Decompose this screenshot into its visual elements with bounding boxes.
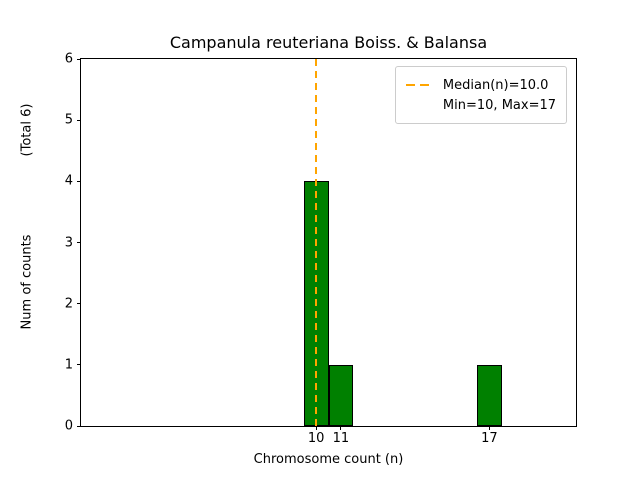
y-tick-label: 3 — [64, 235, 73, 250]
y-tick-label: 1 — [64, 357, 73, 373]
y-tick-label: 4 — [64, 173, 73, 189]
legend: Median(n)=10.0 Min=10, Max=17 — [394, 66, 567, 124]
x-tick-mark — [315, 426, 317, 430]
y-tick-mark — [77, 242, 81, 243]
legend-label-minmax: Min=10, Max=17 — [442, 97, 556, 113]
chart-title: Campanula reuteriana Boiss. & Balansa — [169, 33, 488, 52]
x-tick-mark — [488, 426, 490, 430]
x-tick-mark — [340, 426, 342, 430]
legend-handle-spacer — [406, 104, 434, 106]
x-tick-label: 10 — [307, 431, 325, 446]
legend-entry-minmax: Min=10, Max=17 — [406, 95, 556, 115]
y-axis-label: Num of counts — [19, 234, 35, 330]
y-tick-mark — [77, 303, 81, 305]
bar-x11 — [328, 364, 354, 426]
x-axis-label: Chromosome count (n) — [253, 452, 404, 467]
y-tick-mark — [77, 364, 81, 366]
y-tick-label: 6 — [64, 51, 73, 67]
x-tick-label: 17 — [481, 431, 498, 446]
legend-entry-median: Median(n)=10.0 — [405, 75, 556, 95]
y-tick-label: 2 — [64, 296, 73, 312]
y-tick-label: 0 — [64, 418, 73, 434]
y-tick-label: 5 — [64, 112, 73, 128]
y-tick-mark — [77, 119, 81, 121]
x-tick-label: 11 — [332, 431, 350, 446]
y-tick-mark — [77, 180, 81, 182]
y-tick-mark — [77, 58, 81, 60]
y-axis-total-annotation: (Total 6) — [19, 103, 35, 157]
bar-x17 — [477, 364, 502, 426]
legend-dash-handle — [405, 84, 434, 86]
plot-area: Median(n)=10.0 Min=10, Max=17 10 11 17 0 1 2 3… — [65, 53, 577, 445]
median-line — [315, 59, 318, 426]
legend-label-median: Median(n)=10.0 — [442, 77, 549, 93]
y-tick-mark — [77, 425, 81, 427]
